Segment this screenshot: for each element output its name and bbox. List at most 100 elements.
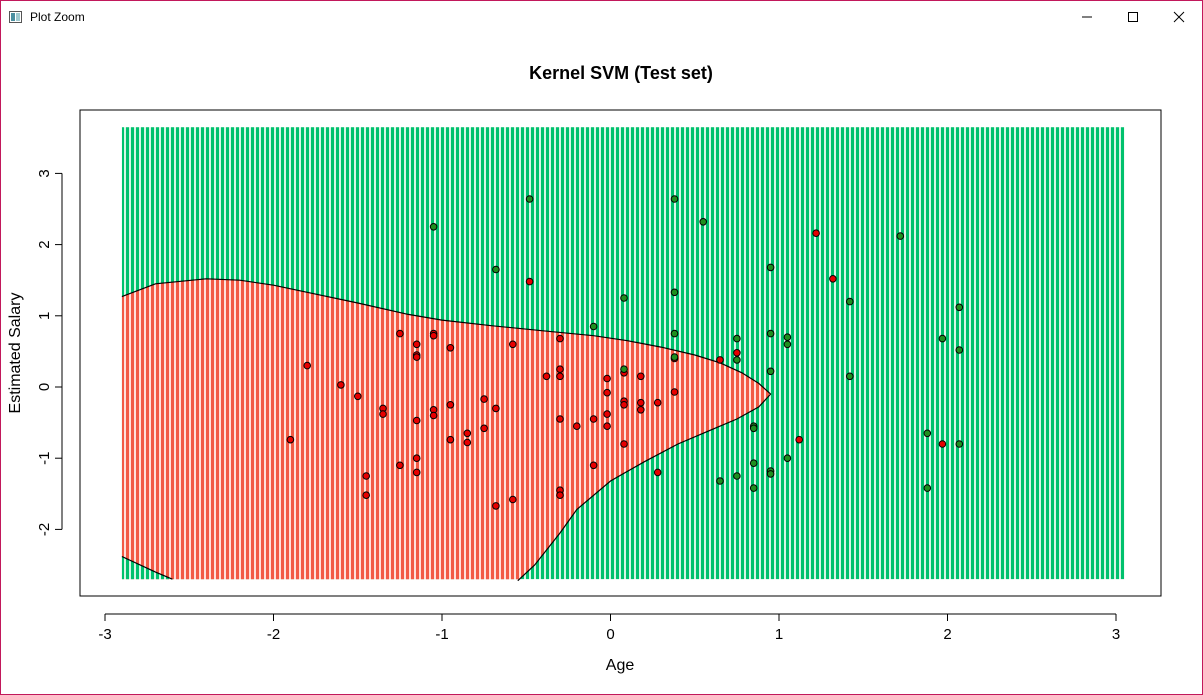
y-tick-label: -1	[36, 452, 53, 465]
data-point	[525, 277, 534, 286]
data-point	[955, 303, 964, 312]
boundary-line-corner	[121, 555, 173, 580]
data-point	[396, 461, 404, 470]
minimize-button[interactable]	[1064, 1, 1110, 32]
data-point	[620, 440, 628, 448]
plot-frame	[79, 109, 1162, 597]
data-point	[670, 388, 679, 396]
data-point	[766, 470, 775, 478]
data-point	[733, 334, 741, 343]
data-point	[670, 288, 679, 297]
y-tick-label: 0	[36, 383, 53, 391]
x-tick-label: -2	[267, 626, 280, 643]
data-point	[955, 440, 964, 448]
data-point	[620, 365, 628, 374]
data-point	[896, 232, 905, 240]
data-point	[749, 424, 758, 433]
data-point	[542, 372, 551, 381]
data-point	[362, 491, 371, 500]
data-point	[620, 294, 628, 302]
data-point	[446, 435, 455, 444]
region-negative	[121, 278, 771, 580]
data-points	[286, 195, 964, 510]
data-point	[846, 372, 854, 381]
data-point	[783, 340, 792, 349]
data-point	[337, 381, 345, 389]
x-tick-label: 1	[775, 626, 783, 643]
close-icon	[1173, 11, 1185, 23]
maximize-button[interactable]	[1110, 1, 1156, 32]
data-point	[938, 440, 947, 448]
window-title: Plot Zoom	[30, 10, 85, 24]
region-corner	[121, 556, 173, 580]
data-point	[733, 472, 741, 480]
data-point	[783, 454, 792, 463]
data-point	[670, 329, 679, 338]
data-point	[446, 344, 455, 352]
close-button[interactable]	[1156, 1, 1202, 32]
data-point	[670, 353, 679, 361]
data-point	[463, 429, 472, 438]
data-point	[829, 275, 837, 283]
data-point	[603, 374, 611, 383]
y-tick-label: 1	[36, 312, 53, 320]
data-point	[412, 353, 421, 361]
data-point	[412, 454, 421, 463]
data-point	[923, 429, 932, 438]
x-tick-label: -1	[435, 626, 448, 643]
data-point	[955, 346, 964, 354]
data-point	[354, 392, 362, 401]
data-point	[603, 388, 611, 397]
x-tick-label: 3	[1112, 626, 1120, 643]
axes: -3 -2 -1 0 1 2 3 -2 -1 0 1 2 3	[36, 169, 1120, 643]
x-tick-label: 2	[943, 626, 951, 643]
data-point	[749, 459, 758, 468]
data-point	[733, 356, 741, 364]
y-tick-label: -2	[36, 523, 53, 536]
data-point	[525, 195, 534, 203]
data-point	[603, 422, 611, 431]
data-point	[286, 435, 295, 444]
title-bar[interactable]: Plot Zoom	[1, 1, 1202, 32]
data-point	[637, 406, 645, 414]
data-point	[492, 404, 500, 413]
data-point	[303, 361, 312, 370]
data-point	[749, 484, 758, 492]
data-point	[603, 410, 611, 418]
data-point	[589, 461, 598, 470]
data-point	[812, 229, 820, 237]
data-point	[699, 218, 708, 226]
data-point	[429, 411, 438, 420]
data-point	[670, 195, 679, 203]
maximize-icon	[1127, 11, 1139, 23]
data-point	[379, 410, 387, 418]
x-axis-label: Age	[606, 657, 635, 674]
data-point	[716, 356, 724, 364]
data-point	[783, 333, 792, 342]
data-point	[733, 349, 741, 357]
data-point	[923, 484, 932, 492]
data-point	[589, 415, 598, 423]
data-point	[556, 415, 564, 423]
decision-regions	[121, 127, 1125, 580]
data-point	[480, 424, 488, 433]
data-point	[556, 334, 564, 343]
data-point	[396, 329, 404, 338]
data-point	[766, 263, 775, 272]
data-point	[556, 365, 564, 374]
data-point	[362, 472, 371, 480]
x-tick-label: -3	[98, 626, 111, 643]
data-point	[637, 398, 645, 407]
data-point	[620, 401, 628, 409]
data-point	[446, 401, 455, 409]
kernel-svm-plot: Kernel SVM (Test set) -3 -2 -1 0 1 2 3 -2 -1 0 1 2 3…	[7, 63, 1162, 674]
x-tick-label: 0	[606, 626, 614, 643]
data-point	[766, 367, 775, 376]
data-point	[429, 331, 438, 340]
data-point	[412, 468, 421, 477]
data-point	[492, 502, 500, 510]
data-point	[589, 322, 598, 331]
data-point	[795, 435, 804, 444]
data-point	[509, 340, 517, 349]
